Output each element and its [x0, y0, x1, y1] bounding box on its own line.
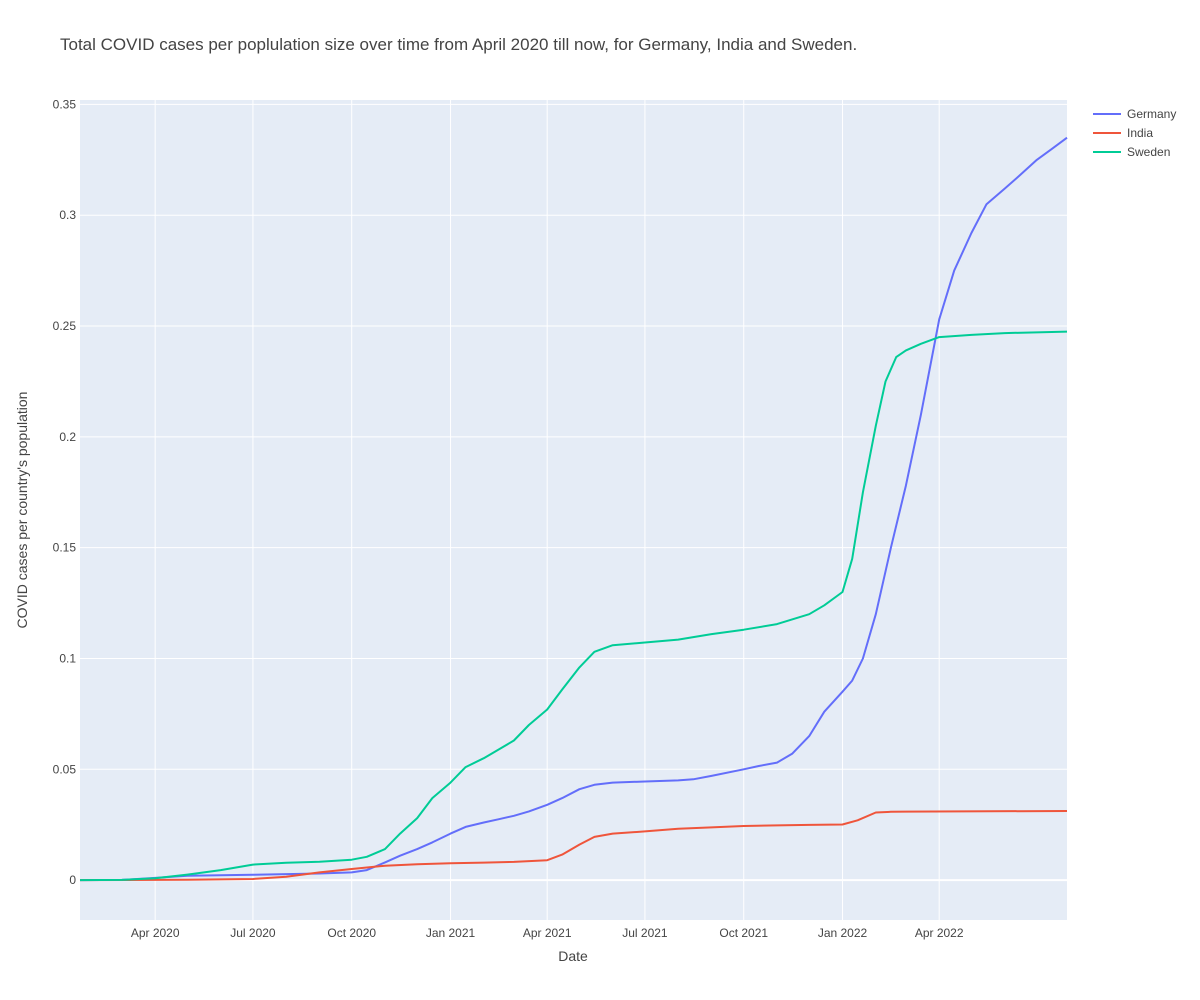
x-tick-label: Jan 2021: [426, 926, 476, 940]
series-lines: [79, 136, 1068, 882]
x-tick-labels: Apr 2020 Jul 2020 Oct 2020 Jan 2021 Apr 2021…: [131, 926, 964, 940]
x-tick-label: Apr 2020: [131, 926, 180, 940]
x-tick-label: Apr 2021: [523, 926, 572, 940]
x-tick-label: Oct 2021: [719, 926, 768, 940]
y-tick-label: 0.15: [53, 541, 77, 555]
x-tick-label: Jan 2022: [818, 926, 868, 940]
x-tick-label: Oct 2020: [327, 926, 376, 940]
y-tick-label: 0.25: [53, 319, 77, 333]
legend-item-germany[interactable]: Germany: [1093, 107, 1176, 121]
series-line-germany: [79, 136, 1068, 882]
series-line-sweden: [79, 330, 1068, 882]
legend-item-india[interactable]: India: [1093, 126, 1153, 140]
y-gridlines: [80, 103, 1067, 882]
x-axis-title: Date: [558, 948, 588, 964]
x-tick-label: Jul 2021: [622, 926, 668, 940]
y-tick-label: 0.1: [59, 651, 76, 665]
y-tick-label: 0.2: [59, 430, 76, 444]
x-gridlines: [154, 100, 940, 920]
legend-label: Sweden: [1127, 145, 1170, 159]
y-tick-label: 0.35: [53, 97, 77, 111]
series-line-india: [79, 810, 1068, 882]
y-tick-labels: 0 0.05 0.1 0.15 0.2 0.25 0.3 0.35: [53, 97, 77, 887]
x-tick-label: Jul 2020: [230, 926, 276, 940]
chart-title: Total COVID cases per poplulation size o…: [60, 35, 857, 54]
legend-label: Germany: [1127, 107, 1176, 121]
legend: Germany India Sweden: [1093, 107, 1176, 159]
y-tick-label: 0.05: [53, 762, 77, 776]
y-axis-title: COVID cases per country's population: [14, 392, 30, 629]
x-tick-label: Apr 2022: [915, 926, 964, 940]
y-tick-label: 0: [69, 873, 76, 887]
y-tick-label: 0.3: [59, 208, 76, 222]
legend-label: India: [1127, 126, 1153, 140]
plot-area: [80, 100, 1067, 920]
legend-item-sweden[interactable]: Sweden: [1093, 145, 1170, 159]
